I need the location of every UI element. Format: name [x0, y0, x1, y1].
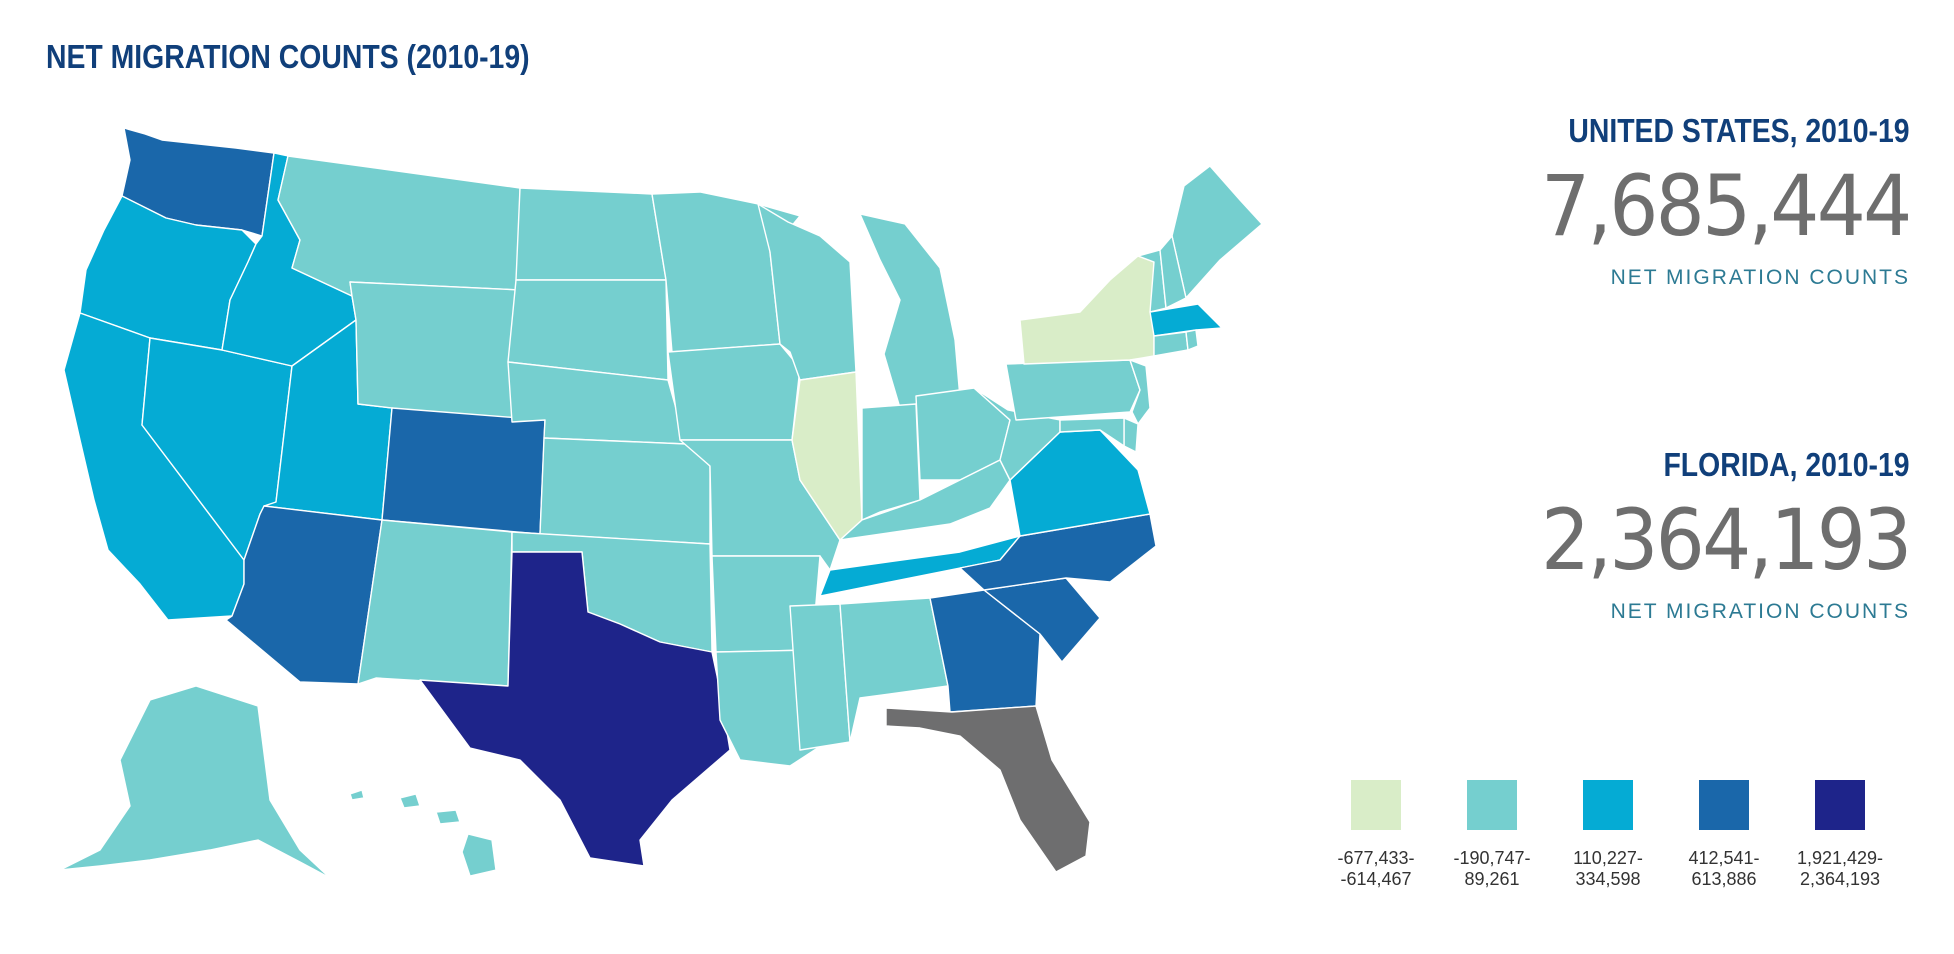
legend-swatch	[1467, 780, 1517, 830]
legend-item: 412,541- 613,886	[1666, 780, 1782, 890]
legend-swatch	[1351, 780, 1401, 830]
us-summary-caption: NET MIGRATION COUNTS	[1610, 266, 1910, 289]
state-ia[interactable]	[667, 343, 801, 441]
state-al[interactable]	[839, 597, 949, 743]
florida-summary-caption: NET MIGRATION COUNTS	[1610, 600, 1910, 623]
state-ks[interactable]	[539, 437, 711, 545]
us-summary: UNITED STATES, 2010-19 7,685,444 NET MIG…	[1509, 112, 1913, 290]
florida-summary-heading: FLORIDA, 2010-19	[1663, 446, 1910, 483]
state-me[interactable]	[1171, 165, 1263, 299]
us-summary-value: 7,685,444	[1541, 157, 1913, 255]
legend-label-line1: -677,433-	[1337, 848, 1415, 868]
map-title: NET MIGRATION COUNTS (2010-19)	[46, 38, 530, 75]
legend-item: 1,921,429- 2,364,193	[1782, 780, 1898, 890]
legend-label: 412,541- 613,886	[1666, 848, 1782, 890]
state-in[interactable]	[861, 403, 921, 521]
legend-label-line2: 89,261	[1464, 869, 1520, 889]
legend-label-line1: -190,747-	[1453, 848, 1531, 868]
legend-item: -677,433- -614,467	[1318, 780, 1434, 890]
state-nm[interactable]	[357, 519, 513, 687]
us-choropleth-map	[59, 127, 1263, 879]
state-md[interactable]	[1059, 417, 1125, 447]
legend-label-line2: 334,598	[1575, 869, 1641, 889]
state-nc[interactable]	[959, 513, 1157, 591]
legend-label-line2: 2,364,193	[1799, 869, 1881, 889]
state-ct[interactable]	[1153, 331, 1189, 357]
legend-swatch	[1583, 780, 1633, 830]
state-hi[interactable]	[349, 789, 497, 877]
legend-item: -190,747- 89,261	[1434, 780, 1550, 890]
legend-label-line1: 1,921,429-	[1796, 848, 1884, 868]
legend-swatch	[1699, 780, 1749, 830]
florida-summary: FLORIDA, 2010-19 2,364,193 NET MIGRATION…	[1509, 446, 1913, 624]
state-mt[interactable]	[277, 155, 521, 297]
legend-label-line2: 613,886	[1691, 869, 1757, 889]
legend-label: -190,747- 89,261	[1434, 848, 1550, 890]
legend-label-line1: 110,227-	[1573, 848, 1643, 868]
state-ny[interactable]	[1019, 255, 1155, 365]
legend-label: 1,921,429- 2,364,193	[1782, 848, 1898, 890]
state-ak[interactable]	[59, 685, 331, 879]
state-co[interactable]	[381, 407, 546, 535]
state-tx[interactable]	[419, 551, 731, 867]
legend-label-line1: 412,541-	[1688, 848, 1760, 868]
us-summary-heading: UNITED STATES, 2010-19	[1568, 112, 1910, 149]
florida-summary-value: 2,364,193	[1541, 491, 1913, 589]
state-nd[interactable]	[515, 187, 667, 281]
state-fl[interactable]	[885, 705, 1091, 873]
legend-item: 110,227- 334,598	[1550, 780, 1666, 890]
legend-label: -677,433- -614,467	[1318, 848, 1434, 890]
legend-swatch	[1815, 780, 1865, 830]
state-ri[interactable]	[1185, 329, 1199, 351]
legend-label-line2: -614,467	[1340, 869, 1412, 889]
map-legend: -677,433- -614,467 -190,747- 89,261 110,…	[1318, 780, 1918, 900]
state-mi[interactable]	[859, 213, 961, 409]
legend-label: 110,227- 334,598	[1550, 848, 1666, 890]
state-ma[interactable]	[1149, 303, 1223, 337]
state-wy[interactable]	[349, 281, 521, 423]
state-de[interactable]	[1123, 417, 1139, 453]
state-nh[interactable]	[1159, 235, 1187, 309]
state-wa[interactable]	[121, 127, 275, 237]
state-pa[interactable]	[1005, 359, 1141, 421]
